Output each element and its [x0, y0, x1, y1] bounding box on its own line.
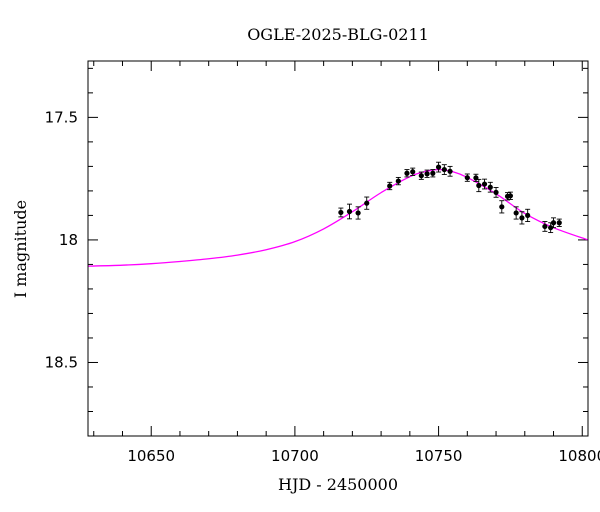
data-marker — [387, 183, 393, 189]
y-tick-label: 18 — [59, 231, 78, 249]
data-point — [464, 173, 470, 182]
data-point — [387, 181, 393, 191]
data-marker — [395, 178, 401, 184]
x-axis-label: HJD - 2450000 — [278, 475, 398, 494]
data-marker — [493, 189, 499, 195]
x-tick-label: 10800 — [558, 447, 600, 465]
data-marker — [464, 175, 470, 181]
data-marker — [499, 204, 505, 210]
data-point — [519, 211, 525, 225]
data-marker — [338, 209, 344, 216]
data-point — [441, 164, 447, 175]
model-curve — [87, 168, 589, 267]
data-points-group — [338, 161, 562, 234]
data-point — [424, 169, 430, 178]
data-point — [346, 203, 353, 220]
data-point — [542, 221, 548, 232]
data-point — [525, 208, 531, 222]
data-marker — [519, 215, 525, 221]
data-point — [513, 206, 519, 220]
data-marker — [481, 181, 488, 187]
data-marker — [548, 225, 554, 231]
data-marker — [487, 184, 493, 190]
data-marker — [513, 210, 519, 216]
data-point — [481, 178, 488, 190]
data-marker — [507, 193, 514, 199]
data-point — [418, 171, 424, 180]
data-marker — [542, 223, 548, 230]
data-marker — [476, 182, 482, 189]
axis-ticks — [88, 61, 588, 437]
data-point — [499, 200, 505, 214]
x-tick-label: 10700 — [271, 447, 319, 465]
y-tick-label: 17.5 — [45, 108, 78, 126]
data-point — [556, 218, 562, 227]
x-tick-label: 10650 — [127, 447, 175, 465]
data-point — [507, 191, 514, 200]
x-tick-label: 10750 — [415, 447, 463, 465]
y-tick-label: 18.5 — [45, 353, 78, 371]
y-axis-label: I magnitude — [11, 200, 30, 298]
data-marker — [355, 210, 361, 216]
data-point — [395, 176, 401, 186]
data-marker — [447, 168, 453, 174]
data-point — [355, 206, 361, 220]
data-marker — [410, 169, 416, 175]
data-point — [435, 161, 442, 173]
data-marker — [424, 171, 430, 177]
data-point — [364, 196, 370, 210]
data-point — [338, 207, 344, 218]
data-marker — [435, 164, 442, 170]
model-curve-group — [87, 168, 589, 267]
data-point — [550, 217, 557, 229]
data-marker — [556, 220, 562, 226]
plot-frame — [87, 60, 589, 437]
data-marker — [404, 170, 410, 176]
data-marker — [346, 208, 353, 215]
data-point — [410, 167, 416, 176]
data-point — [404, 169, 410, 178]
data-marker — [550, 220, 557, 226]
axis-tick-labels: 10650 10700 10750 10800 17.5 18 18.5 — [45, 108, 600, 465]
data-marker — [364, 200, 370, 206]
data-point — [430, 169, 436, 178]
data-point — [447, 165, 453, 177]
chart-title: OGLE-2025-BLG-0211 — [247, 25, 429, 44]
data-marker — [430, 170, 436, 176]
data-point — [476, 178, 482, 193]
data-marker — [525, 212, 531, 219]
data-marker — [418, 173, 424, 179]
data-point — [487, 181, 493, 193]
data-marker — [441, 166, 447, 173]
data-point — [493, 187, 499, 198]
